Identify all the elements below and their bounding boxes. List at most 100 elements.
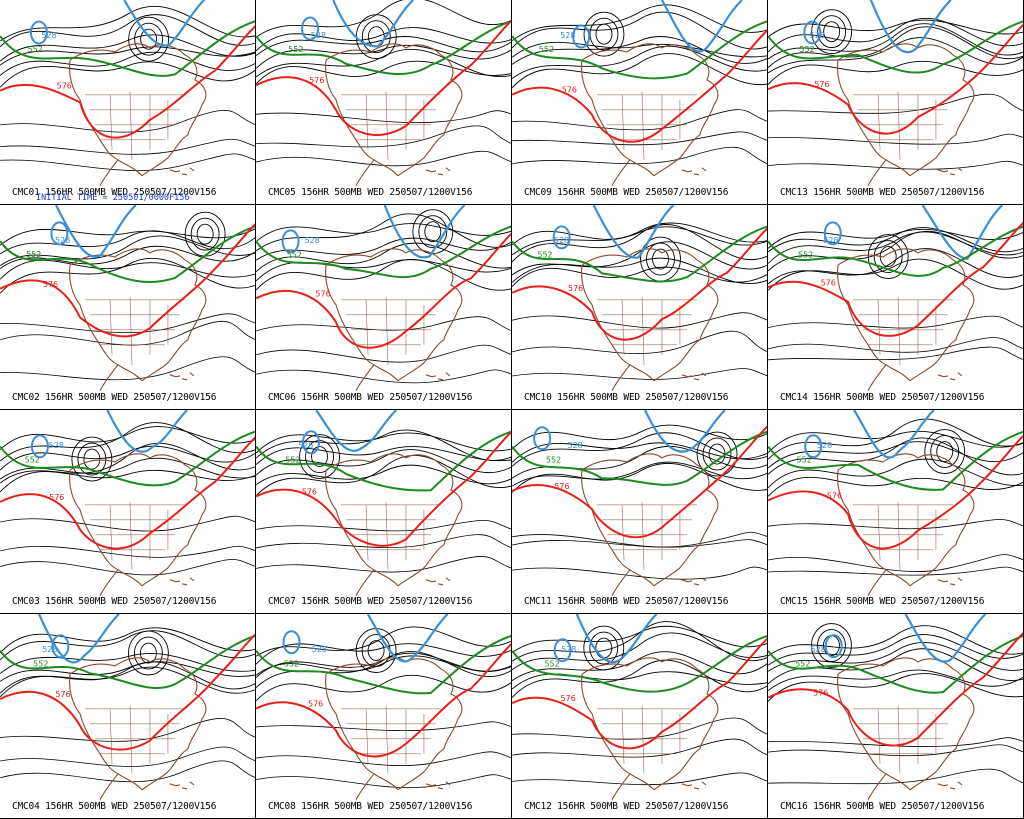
height-contour bbox=[512, 566, 767, 580]
closed-low-contour bbox=[817, 15, 847, 49]
contour-552-green bbox=[512, 20, 767, 80]
closed-low-contour bbox=[702, 437, 732, 470]
height-contour bbox=[768, 346, 1023, 360]
height-contour bbox=[0, 445, 255, 470]
height-contour bbox=[512, 266, 767, 287]
height-contour bbox=[0, 661, 255, 694]
contour-552-green bbox=[768, 20, 1023, 74]
contour-528-blue bbox=[575, 614, 658, 664]
contour-528-blue-closed bbox=[824, 634, 843, 659]
contour-label-528: 528 bbox=[811, 645, 826, 654]
contour-552-green bbox=[768, 635, 1023, 694]
closed-low-contour bbox=[589, 17, 619, 51]
panel-caption: CMC08 156HR 500MB WED 250507/1200V156 bbox=[268, 801, 473, 812]
closed-low-contour bbox=[936, 440, 954, 462]
height-contour bbox=[0, 61, 255, 88]
contour-528-blue-closed bbox=[301, 16, 320, 41]
ensemble-panel: 576 552 528 CMC07 156HR 500MB WED 250507/12… bbox=[256, 409, 512, 615]
contour-528-blue-closed bbox=[51, 634, 70, 659]
contour-label-576: 576 bbox=[562, 86, 577, 95]
contour-576-red bbox=[256, 232, 511, 349]
contour-label-552: 552 bbox=[539, 45, 554, 54]
closed-low-contour bbox=[190, 217, 220, 251]
contour-576-red bbox=[512, 424, 767, 538]
contour-label-528: 528 bbox=[311, 31, 326, 40]
contour-label-528: 528 bbox=[810, 31, 825, 40]
panel-caption: CMC10 156HR 500MB WED 250507/1200V156 bbox=[524, 391, 729, 403]
contour-528-blue-closed bbox=[553, 638, 572, 663]
closed-low-contour bbox=[867, 233, 909, 279]
height-contour bbox=[0, 760, 255, 783]
panel-caption: CMC13 156HR 500MB WED 250507/1200V156 bbox=[780, 186, 985, 198]
contour-552-green bbox=[0, 430, 255, 486]
coastline bbox=[837, 43, 975, 187]
height-contour bbox=[768, 336, 1023, 353]
ensemble-panel: 576 552 528 CMC14 156HR 500MB WED 250507/12… bbox=[768, 204, 1024, 410]
contour-576-red bbox=[0, 633, 255, 751]
initial-time-label: INITIAL TIME = 250501/0000F156 bbox=[36, 193, 190, 203]
contour-576-red bbox=[512, 637, 767, 750]
closed-low-contour bbox=[646, 242, 675, 276]
height-contour bbox=[512, 531, 767, 547]
coastline bbox=[325, 43, 463, 187]
closed-low-contour bbox=[811, 9, 853, 55]
height-contour bbox=[256, 369, 511, 384]
contour-552-green bbox=[256, 635, 511, 695]
closed-low-contour bbox=[924, 428, 966, 474]
height-contour bbox=[512, 257, 767, 284]
height-contour bbox=[512, 241, 767, 276]
contour-528-blue bbox=[315, 409, 397, 452]
ensemble-panel: 576 552 528 CMC13 156HR 500MB WED 250507/12… bbox=[768, 0, 1024, 205]
panel-caption: CMC05 156HR 500MB WED 250507/1200V156 bbox=[268, 186, 473, 198]
ensemble-panel: 576 552 528 CMC02 156HR 500MB WED 250507/12… bbox=[0, 204, 256, 410]
contour-528-blue bbox=[869, 0, 952, 54]
height-contour bbox=[0, 545, 255, 558]
height-contour bbox=[256, 48, 511, 78]
height-contour bbox=[256, 150, 511, 167]
height-contour bbox=[768, 258, 1023, 291]
coastline bbox=[581, 43, 719, 187]
ensemble-panel: 576 552 528 CMC05 156HR 500MB WED 250507/12… bbox=[256, 0, 512, 205]
height-contour bbox=[0, 356, 255, 380]
panel-caption: CMC14 156HR 500MB WED 250507/1200V156 bbox=[780, 391, 985, 403]
height-contour bbox=[0, 558, 255, 575]
height-contour bbox=[768, 566, 1023, 575]
ensemble-panel: 576 552 528 CMC16 156HR 500MB WED 250507/12… bbox=[768, 614, 1024, 819]
contour-576-red bbox=[256, 430, 511, 547]
closed-low-contour bbox=[424, 220, 442, 242]
height-contour bbox=[768, 226, 1023, 253]
ensemble-panel: 576 552 528 CMC12 156HR 500MB WED 250507/12… bbox=[512, 614, 768, 819]
contour-label-528: 528 bbox=[823, 236, 838, 245]
height-contour bbox=[768, 476, 1023, 497]
height-contour bbox=[768, 160, 1023, 170]
contour-label-552: 552 bbox=[284, 660, 299, 669]
contour-label-552: 552 bbox=[26, 250, 41, 259]
height-contour bbox=[768, 231, 1023, 264]
contour-label-552: 552 bbox=[546, 455, 561, 464]
closed-low-contour bbox=[873, 239, 903, 273]
contour-552-green bbox=[256, 430, 511, 491]
closed-low-contour bbox=[139, 642, 157, 664]
contour-576-red bbox=[768, 221, 1023, 337]
closed-low-contour bbox=[823, 21, 841, 43]
ensemble-panel: 576 552 528 CMC03 156HR 500MB WED 250507/12… bbox=[0, 409, 256, 615]
height-contour bbox=[768, 228, 1023, 249]
closed-low-contour bbox=[196, 223, 214, 245]
contour-576-red bbox=[512, 29, 767, 143]
height-contour bbox=[512, 109, 767, 131]
height-contour bbox=[0, 313, 255, 333]
contour-528-blue bbox=[366, 614, 449, 663]
contour-label-576: 576 bbox=[302, 487, 317, 496]
contour-528-blue-closed bbox=[30, 433, 49, 458]
height-contour bbox=[512, 367, 767, 380]
contour-528-blue bbox=[661, 0, 743, 53]
height-contour bbox=[512, 53, 767, 89]
closed-low-contour bbox=[299, 433, 340, 479]
height-contour bbox=[256, 258, 511, 291]
closed-low-contour bbox=[583, 625, 625, 671]
contour-label-552: 552 bbox=[799, 45, 814, 54]
contour-label-552: 552 bbox=[285, 455, 300, 464]
height-contour-map: 576 552 528 bbox=[512, 0, 767, 187]
height-contour bbox=[0, 46, 255, 66]
ensemble-panel: 576 552 528 CMC09 156HR 500MB WED 250507/12… bbox=[512, 0, 768, 205]
